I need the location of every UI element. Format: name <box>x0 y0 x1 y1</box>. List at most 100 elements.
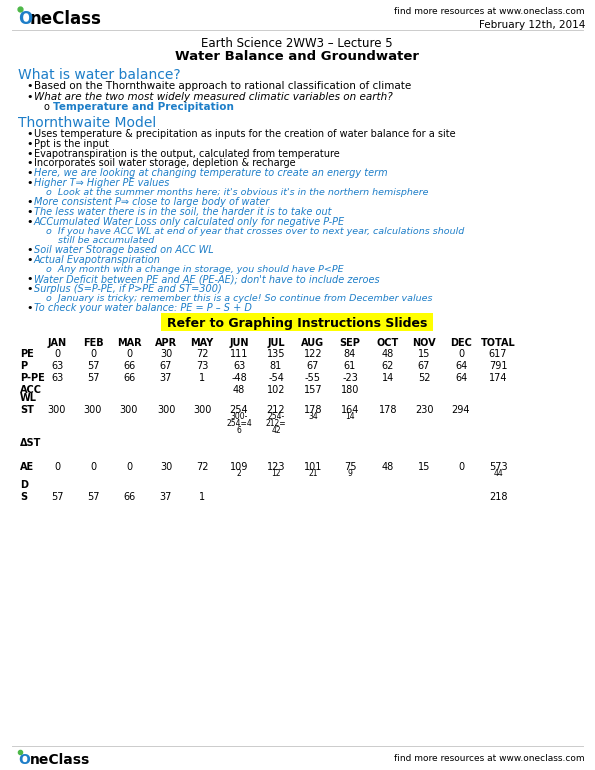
Text: 63: 63 <box>233 361 245 371</box>
Text: 42: 42 <box>271 426 281 434</box>
Text: 300: 300 <box>157 405 175 415</box>
Text: 300-: 300- <box>230 412 248 420</box>
Text: Based on the Thornthwaite approach to rational classification of climate: Based on the Thornthwaite approach to ra… <box>34 81 411 91</box>
Text: still be accumulated: still be accumulated <box>46 236 154 246</box>
Text: 9: 9 <box>347 468 352 477</box>
Text: S: S <box>20 493 27 503</box>
Text: O: O <box>18 752 30 767</box>
Text: 64: 64 <box>455 361 467 371</box>
Text: 1: 1 <box>199 373 205 383</box>
Text: 57: 57 <box>51 493 63 503</box>
Text: To check your water balance: PE = P – S + D: To check your water balance: PE = P – S … <box>34 303 252 313</box>
Text: FEB: FEB <box>83 338 104 348</box>
Text: 174: 174 <box>488 373 508 383</box>
Text: o  Look at the summer months here; it's obvious it's in the northern hemisphere: o Look at the summer months here; it's o… <box>46 189 428 197</box>
Text: •: • <box>26 255 33 265</box>
Text: 62: 62 <box>382 361 394 371</box>
Text: O: O <box>18 10 32 28</box>
Text: TOTAL: TOTAL <box>481 338 515 348</box>
Text: JAN: JAN <box>48 338 67 348</box>
Text: •: • <box>26 274 33 284</box>
Text: ACC: ACC <box>20 385 42 395</box>
Text: 1: 1 <box>199 493 205 503</box>
Text: PE: PE <box>20 349 34 359</box>
Text: 67: 67 <box>418 361 430 371</box>
Text: •: • <box>26 179 33 189</box>
Text: ΔST: ΔST <box>20 437 42 447</box>
Text: Water Deficit between PE and AE (PE-AE); don't have to include zeroes: Water Deficit between PE and AE (PE-AE);… <box>34 274 380 284</box>
Text: •: • <box>26 149 33 159</box>
Text: 300: 300 <box>84 405 102 415</box>
Text: Ppt is the input: Ppt is the input <box>34 139 109 149</box>
Text: WL: WL <box>20 393 37 403</box>
Text: •: • <box>26 169 33 179</box>
Text: 84: 84 <box>344 349 356 359</box>
Text: neClass: neClass <box>30 10 102 28</box>
Text: 573: 573 <box>488 461 508 471</box>
Text: 75: 75 <box>344 461 356 471</box>
Text: Incorporates soil water storage, depletion & recharge: Incorporates soil water storage, depleti… <box>34 159 296 169</box>
Text: 0: 0 <box>54 349 60 359</box>
Text: •: • <box>26 245 33 255</box>
Text: 63: 63 <box>51 361 63 371</box>
Text: 0: 0 <box>54 461 60 471</box>
Text: 178: 178 <box>304 405 322 415</box>
Text: 109: 109 <box>230 461 248 471</box>
Text: 14: 14 <box>345 412 355 420</box>
Text: 15: 15 <box>418 461 430 471</box>
Text: •: • <box>26 197 33 207</box>
Text: 66: 66 <box>123 361 135 371</box>
Text: 57: 57 <box>87 373 99 383</box>
Text: APR: APR <box>155 338 177 348</box>
Text: 230: 230 <box>415 405 433 415</box>
Text: AE: AE <box>20 461 34 471</box>
Text: o: o <box>44 102 50 112</box>
Text: •: • <box>26 159 33 169</box>
Text: 48: 48 <box>382 349 394 359</box>
Text: 67: 67 <box>160 361 172 371</box>
Text: More consistent P⇒ close to large body of water: More consistent P⇒ close to large body o… <box>34 197 270 207</box>
Text: -55: -55 <box>305 373 321 383</box>
Text: 212=: 212= <box>266 419 286 427</box>
Text: The less water there is in the soil, the harder it is to take out: The less water there is in the soil, the… <box>34 207 331 217</box>
Text: 52: 52 <box>418 373 430 383</box>
Text: 0: 0 <box>458 461 464 471</box>
Text: 0: 0 <box>90 349 96 359</box>
Text: 30: 30 <box>160 461 172 471</box>
Text: 48: 48 <box>233 385 245 395</box>
Text: NOV: NOV <box>412 338 436 348</box>
Text: 14: 14 <box>382 373 394 383</box>
Text: neClass: neClass <box>30 752 90 767</box>
Text: 15: 15 <box>418 349 430 359</box>
Text: -23: -23 <box>342 373 358 383</box>
Text: Soil water Storage based on ACC WL: Soil water Storage based on ACC WL <box>34 245 214 255</box>
Text: 37: 37 <box>160 373 172 383</box>
Text: Actual Evapotranspiration: Actual Evapotranspiration <box>34 255 161 265</box>
Text: o  Any month with a change in storage, you should have P<PE: o Any month with a change in storage, yo… <box>46 265 344 274</box>
Text: •: • <box>26 81 33 91</box>
Text: 300: 300 <box>193 405 211 415</box>
Text: 72: 72 <box>196 349 208 359</box>
Text: 21: 21 <box>308 468 318 477</box>
Text: find more resources at www.oneclass.com: find more resources at www.oneclass.com <box>394 754 585 762</box>
Text: What is water balance?: What is water balance? <box>18 68 181 82</box>
Text: -48: -48 <box>231 373 247 383</box>
Text: 30: 30 <box>160 349 172 359</box>
Text: •: • <box>26 217 33 227</box>
Text: Thornthwaite Model: Thornthwaite Model <box>18 116 156 129</box>
Text: 6: 6 <box>237 426 242 434</box>
Text: 135: 135 <box>267 349 285 359</box>
Text: •: • <box>26 207 33 217</box>
Text: JUL: JUL <box>267 338 285 348</box>
Text: find more resources at www.oneclass.com: find more resources at www.oneclass.com <box>394 7 585 16</box>
Text: 64: 64 <box>455 373 467 383</box>
Text: Evapotranspiration is the output, calculated from temperature: Evapotranspiration is the output, calcul… <box>34 149 340 159</box>
Text: D: D <box>20 480 28 490</box>
Text: February 12th, 2014: February 12th, 2014 <box>478 20 585 30</box>
Text: 66: 66 <box>123 373 135 383</box>
Text: Earth Science 2WW3 – Lecture 5: Earth Science 2WW3 – Lecture 5 <box>201 37 393 50</box>
Text: 254=4: 254=4 <box>226 419 252 427</box>
Text: 57: 57 <box>87 493 99 503</box>
Text: •: • <box>26 303 33 313</box>
Text: 81: 81 <box>270 361 282 371</box>
